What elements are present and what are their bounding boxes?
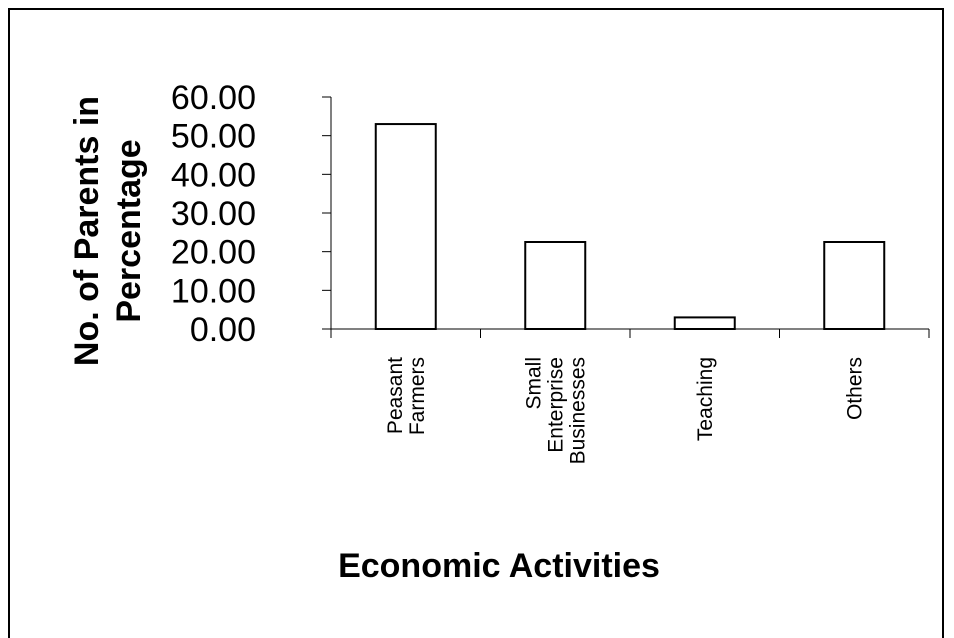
bar — [374, 123, 437, 330]
bar — [524, 241, 587, 330]
y-tick-label: 40.00 — [171, 156, 256, 194]
x-tick-label: Peasant — [384, 357, 407, 434]
x-tick-label: Others — [843, 357, 866, 420]
y-axis-title-line-2: Percentage — [110, 139, 148, 322]
x-tick-label: Small — [522, 357, 545, 410]
y-axis-title-line-1: No. of Parents in — [68, 96, 106, 366]
x-tick-label: Enterprise — [544, 357, 567, 453]
y-tick-label: 50.00 — [171, 118, 256, 156]
bar — [673, 316, 736, 330]
y-tick-label: 60.00 — [171, 79, 256, 117]
y-tick-label: 10.00 — [171, 272, 256, 310]
x-tick-label: Businesses — [566, 357, 589, 464]
x-tick-label: Teaching — [694, 357, 717, 441]
y-tick-label: 0.00 — [190, 311, 256, 349]
chart-frame — [8, 8, 944, 638]
x-axis-title: Economic Activities — [338, 547, 660, 585]
y-tick-label: 20.00 — [171, 234, 256, 272]
y-tick-label: 30.00 — [171, 195, 256, 233]
x-tick-label: Farmers — [406, 357, 429, 435]
bar — [823, 241, 886, 330]
